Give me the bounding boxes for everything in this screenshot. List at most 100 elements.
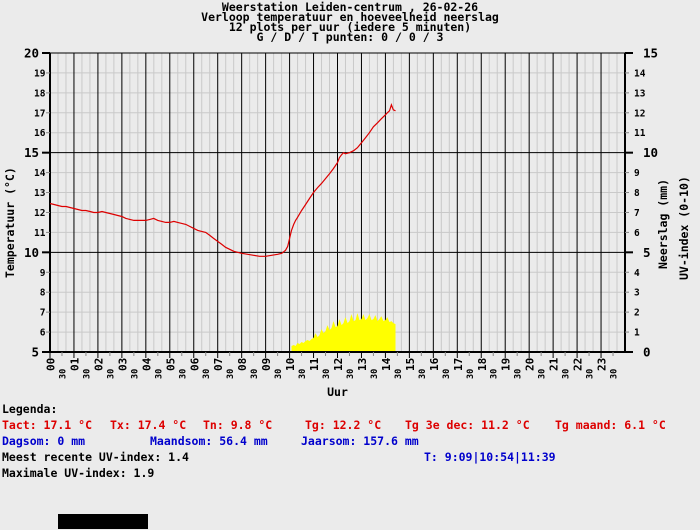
svg-text:30: 30	[346, 369, 356, 379]
svg-text:8: 8	[40, 288, 46, 299]
chart-region: 20 15 10 5 19 18 17 16 14 13 12 11 9 8 7 6 15 10 5 0 14 13 12 1…	[0, 45, 700, 405]
svg-text:15: 15	[24, 145, 39, 160]
svg-text:13: 13	[356, 358, 369, 371]
y-axis-label-neerslag: Neerslag (mm)	[656, 178, 670, 269]
svg-text:11: 11	[34, 228, 46, 239]
svg-text:20: 20	[524, 358, 537, 371]
stat-uv-max: Maximale UV-index: 1.9	[2, 466, 155, 480]
svg-text:02: 02	[92, 358, 105, 371]
svg-text:17: 17	[452, 358, 465, 371]
svg-text:11: 11	[308, 357, 321, 371]
svg-text:00: 00	[45, 358, 58, 371]
svg-text:9: 9	[40, 268, 46, 279]
svg-text:0: 0	[643, 345, 651, 360]
stat-tg-maand: Tg maand: 6.1 °C	[555, 418, 666, 432]
svg-text:15: 15	[404, 358, 417, 371]
svg-text:2: 2	[634, 308, 640, 319]
svg-text:14: 14	[634, 68, 646, 79]
svg-text:10: 10	[24, 245, 39, 260]
title-plot-frequency: 12 plots per uur (iedere 5 minuten)	[228, 20, 472, 34]
svg-text:30: 30	[394, 369, 404, 379]
svg-text:14: 14	[380, 357, 393, 371]
svg-text:08: 08	[236, 358, 249, 371]
svg-text:10: 10	[284, 358, 297, 371]
svg-text:16: 16	[34, 128, 46, 139]
svg-text:9: 9	[634, 168, 640, 179]
svg-text:30: 30	[202, 369, 212, 379]
chart-title-block: Weerstation Leiden-centrum , 26-02-26 Ve…	[0, 0, 700, 44]
svg-text:12: 12	[332, 358, 345, 371]
y-axis-label-temperature: Temperatuur (°C)	[3, 167, 17, 278]
stat-sun-times: T: 9:09|10:54|11:39	[424, 450, 556, 464]
svg-text:6: 6	[634, 228, 640, 239]
stat-tx: Tx: 17.4 °C	[110, 418, 187, 432]
svg-text:16: 16	[428, 357, 441, 371]
svg-text:7: 7	[634, 208, 640, 219]
svg-text:12: 12	[634, 108, 645, 119]
title-description: Verloop temperatuur en hoeveelheid neers…	[201, 10, 499, 24]
svg-text:3: 3	[634, 288, 640, 299]
svg-text:15: 15	[643, 46, 658, 61]
stat-dagsom: Dagsom: 0 mm	[2, 434, 86, 448]
svg-text:30: 30	[538, 369, 548, 379]
stat-jaarsom: Jaarsom: 157.6 mm	[301, 434, 419, 448]
svg-text:30: 30	[370, 369, 380, 379]
stat-uv-recent: Meest recente UV-index: 1.4	[2, 450, 189, 464]
svg-text:05: 05	[164, 358, 177, 371]
svg-text:04: 04	[140, 357, 153, 371]
svg-text:8: 8	[634, 188, 640, 199]
stat-maandsom: Maandsom: 56.4 mm	[150, 434, 268, 448]
svg-text:5: 5	[643, 245, 651, 260]
stat-tg-3e-dec: Tg 3e dec: 11.2 °C	[405, 418, 530, 432]
svg-text:30: 30	[178, 369, 188, 379]
svg-text:30: 30	[82, 369, 92, 379]
svg-text:20: 20	[24, 46, 39, 61]
stat-tg: Tg: 12.2 °C	[305, 418, 382, 432]
svg-text:6: 6	[40, 328, 46, 339]
svg-text:19: 19	[34, 68, 46, 79]
svg-text:30: 30	[514, 369, 524, 379]
svg-text:30: 30	[490, 369, 500, 379]
svg-text:21: 21	[548, 357, 561, 371]
legend-heading: Legenda:	[2, 402, 58, 416]
svg-text:11: 11	[634, 128, 646, 139]
x-axis-label-uur: Uur	[327, 385, 348, 399]
svg-text:30: 30	[562, 369, 572, 379]
svg-text:19: 19	[500, 358, 513, 371]
svg-text:17: 17	[34, 108, 45, 119]
svg-text:30: 30	[466, 369, 476, 379]
stat-tact: Tact: 17.1 °C	[2, 418, 93, 432]
temperature-precipitation-plot: 2015105191817161413121198761510501413121…	[24, 46, 658, 380]
svg-text:30: 30	[298, 369, 308, 379]
svg-text:30: 30	[274, 369, 284, 379]
svg-text:30: 30	[226, 369, 236, 379]
svg-text:4: 4	[634, 268, 640, 279]
svg-text:5: 5	[31, 345, 39, 360]
svg-text:30: 30	[154, 369, 164, 379]
svg-text:09: 09	[260, 358, 273, 371]
svg-text:1: 1	[634, 328, 640, 339]
svg-text:13: 13	[634, 88, 646, 99]
svg-text:7: 7	[40, 308, 46, 319]
svg-text:30: 30	[586, 369, 596, 379]
svg-text:30: 30	[610, 369, 620, 379]
svg-text:01: 01	[68, 357, 81, 371]
title-gdt-points: G / D / T punten: 0 / 0 / 3	[256, 30, 444, 44]
svg-text:03: 03	[116, 358, 129, 371]
svg-text:30: 30	[322, 369, 332, 379]
svg-text:12: 12	[34, 208, 45, 219]
svg-text:14: 14	[34, 168, 46, 179]
svg-text:30: 30	[418, 369, 428, 379]
y-axis-label-uv-index: UV-index (0-10)	[677, 176, 691, 280]
svg-text:30: 30	[106, 369, 116, 379]
svg-text:18: 18	[34, 88, 46, 99]
svg-text:18: 18	[476, 358, 489, 371]
svg-text:23: 23	[596, 358, 609, 371]
svg-text:30: 30	[250, 369, 260, 379]
svg-text:13: 13	[34, 188, 46, 199]
black-box	[58, 514, 148, 529]
svg-text:30: 30	[442, 369, 452, 379]
svg-text:30: 30	[58, 369, 68, 379]
title-station-date: Weerstation Leiden-centrum , 26-02-26	[221, 0, 479, 14]
